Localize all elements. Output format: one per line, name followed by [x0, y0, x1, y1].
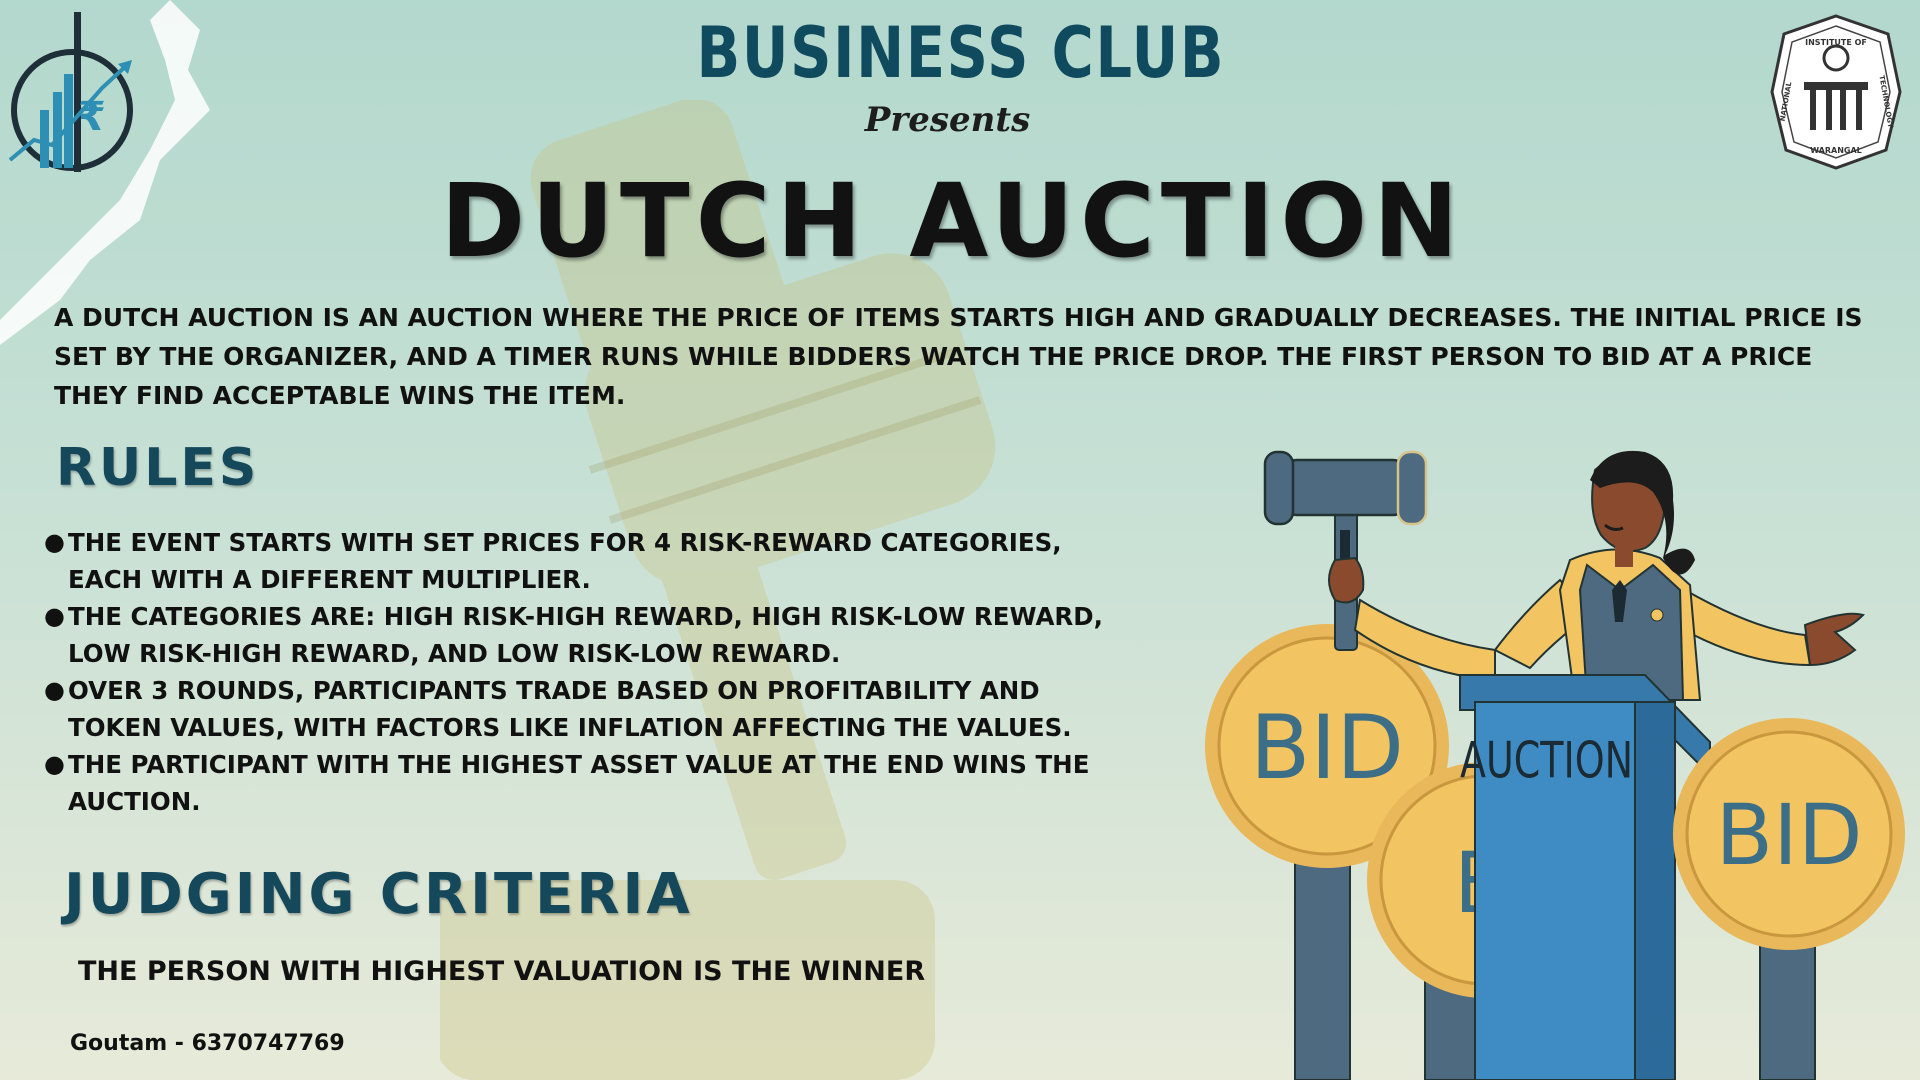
- bullet-icon: ●: [44, 602, 65, 630]
- rule-text: THE PARTICIPANT WITH THE HIGHEST ASSET V…: [68, 750, 1090, 816]
- gavel-icon: [1263, 450, 1428, 651]
- rules-list: ● THE EVENT STARTS WITH SET PRICES FOR 4 …: [40, 524, 1128, 820]
- event-description: A DUTCH AUCTION IS AN AUCTION WHERE THE …: [54, 303, 1863, 410]
- bullet-icon: ●: [44, 676, 65, 704]
- presents-label: Presents: [864, 100, 1031, 140]
- judging-criteria-heading: JUDGING CRITERIA: [64, 862, 693, 927]
- podium-label: AUCTION: [1460, 732, 1633, 789]
- club-title: BUSINESS CLUB: [696, 12, 1226, 94]
- rule-item: ● THE CATEGORIES ARE: HIGH RISK-HIGH REWA…: [44, 598, 1128, 672]
- tie: [1612, 580, 1627, 622]
- rupee-growth-chart-logo: ₹: [8, 12, 133, 172]
- auctioneer-illustration: BID BI AUCTION BID: [1205, 450, 1905, 1080]
- open-hand: [1803, 612, 1865, 667]
- rule-item: ● OVER 3 ROUNDS, PARTICIPANTS TRADE BASED…: [44, 672, 1128, 746]
- rule-text: THE CATEGORIES ARE: HIGH RISK-HIGH REWAR…: [68, 602, 1103, 668]
- gavel-hand: [1328, 556, 1365, 604]
- rule-text: THE EVENT STARTS WITH SET PRICES FOR 4 R…: [68, 528, 1062, 594]
- bullet-icon: ●: [44, 750, 65, 778]
- rules-heading: RULES: [56, 438, 260, 498]
- bid-sign-left-text: BID: [1250, 696, 1404, 799]
- seal-text-bottom: WARANGAL: [1810, 146, 1862, 155]
- judging-criteria-text: THE PERSON WITH HIGHEST VALUATION IS THE…: [78, 956, 926, 987]
- nit-warangal-seal: INSTITUTE OF NATIONAL TECHNOLOGY WARANGA…: [1770, 14, 1902, 170]
- event-title: DUTCH AUCTION: [440, 162, 1465, 281]
- rule-text: OVER 3 ROUNDS, PARTICIPANTS TRADE BASED …: [68, 676, 1072, 742]
- torn-paper-decoration: [0, 0, 210, 345]
- bid-sign-right-text: BID: [1715, 786, 1862, 884]
- seal-text-top: INSTITUTE OF: [1805, 38, 1867, 47]
- bid-sign-left: BID: [1205, 624, 1449, 868]
- bullet-icon: ●: [44, 528, 65, 556]
- vest: [1578, 563, 1685, 701]
- gavel-watermark-icon: [440, 100, 996, 1080]
- rule-item: ● THE EVENT STARTS WITH SET PRICES FOR 4 …: [44, 524, 1128, 598]
- bid-sign-right: BID: [1673, 718, 1905, 950]
- rule-item: ● THE PARTICIPANT WITH THE HIGHEST ASSET …: [44, 746, 1128, 820]
- auction-podium: AUCTION: [1459, 674, 1711, 1080]
- contact-info: Goutam - 6370747769: [70, 1031, 345, 1056]
